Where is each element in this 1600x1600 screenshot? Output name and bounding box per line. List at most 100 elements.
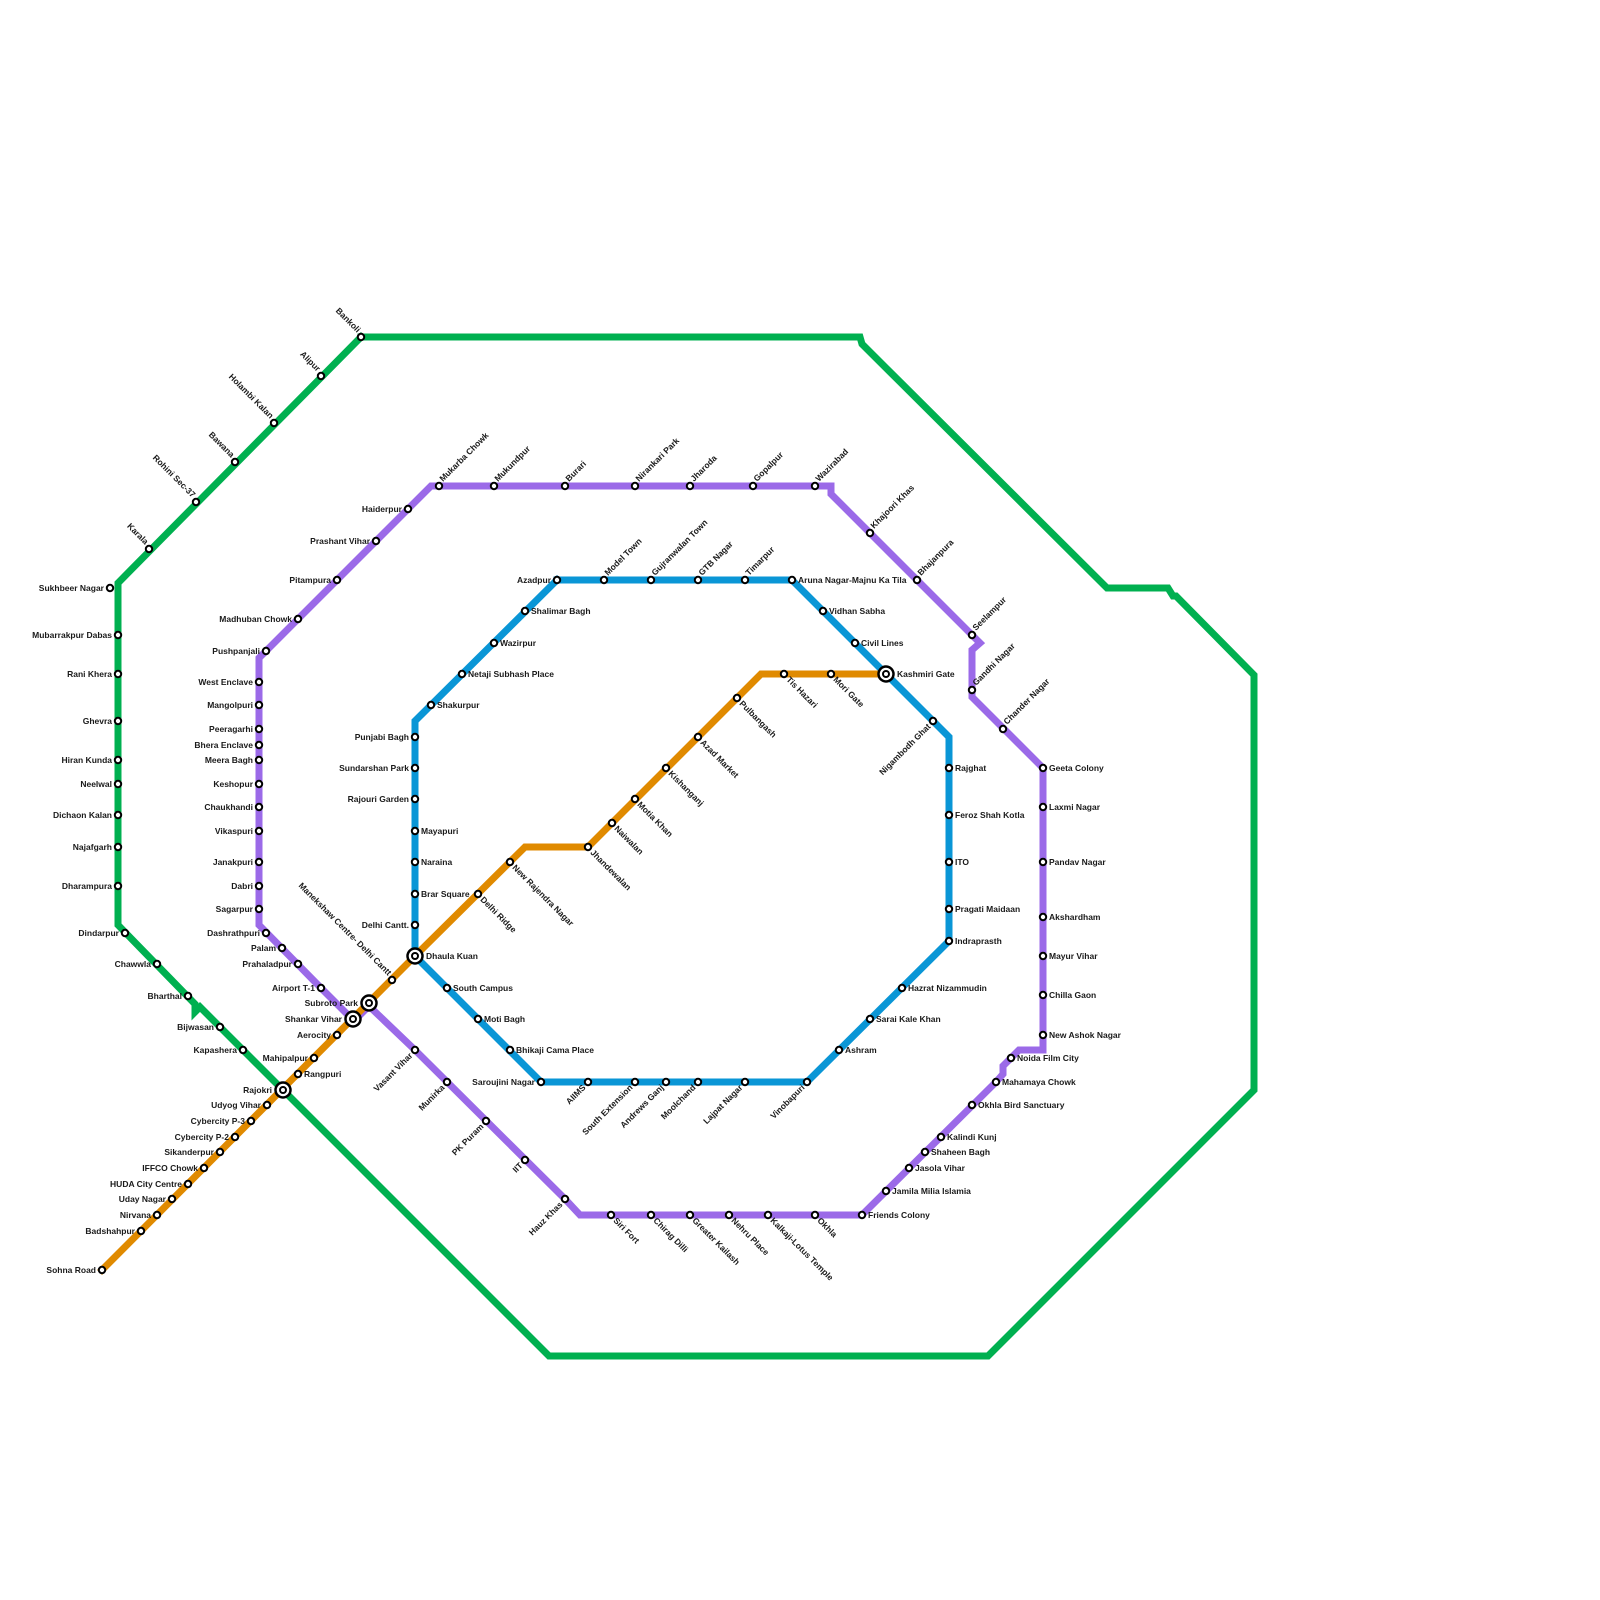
station-marker[interactable] [693,732,703,742]
station-marker[interactable] [897,983,907,993]
station-marker[interactable] [97,1265,107,1275]
station-gandhi-nagar[interactable] [967,685,977,695]
station-marker[interactable] [410,763,420,773]
station-motia-khan[interactable] [630,794,640,804]
station-mukundpur[interactable] [489,481,499,491]
station-marker[interactable] [410,732,420,742]
station-marker[interactable] [254,740,264,750]
station-marker[interactable] [944,810,954,820]
station-haiderpur[interactable] [403,504,413,514]
station-vasant-vihar[interactable] [410,1045,420,1055]
station-iit[interactable] [520,1155,530,1165]
station-chilla-gaon[interactable] [1038,990,1048,1000]
station-marker[interactable] [246,1116,256,1126]
station-karala[interactable] [144,544,154,554]
station-marker[interactable] [505,857,515,867]
station-bankoli[interactable] [356,332,366,342]
station-marker[interactable] [560,1194,570,1204]
station-marker[interactable] [740,575,750,585]
station-marker[interactable] [113,881,123,891]
station-gopalpur[interactable] [748,481,758,491]
station-delhi-ridge[interactable] [473,889,483,899]
station-marker[interactable] [763,1210,773,1220]
station-marker[interactable] [113,810,123,820]
station-marker[interactable] [356,332,366,342]
station-shaheen-bagh[interactable] [920,1147,930,1157]
station-sohna-road[interactable] [97,1265,107,1275]
station-mayapuri[interactable] [410,826,420,836]
station-sundarshan-park[interactable] [410,763,420,773]
station-dindarpur[interactable] [120,928,130,938]
station-marker[interactable] [810,1210,820,1220]
station-marker[interactable] [904,1163,914,1173]
station-azad-market[interactable] [693,732,703,742]
station-marker[interactable] [410,857,420,867]
station-marker[interactable] [936,1132,946,1142]
station-keshopur[interactable] [254,779,264,789]
station-khajoori-khas[interactable] [865,528,875,538]
station-mori-gate[interactable] [826,669,836,679]
station-huda-city-centre[interactable] [183,1179,193,1189]
station-airport-t-1[interactable] [316,983,326,993]
station-marker[interactable] [254,755,264,765]
station-marker[interactable] [473,1014,483,1024]
station-rohini-sec-37[interactable] [191,497,201,507]
station-marker[interactable] [865,1014,875,1024]
station-marker[interactable] [599,575,609,585]
station-marker[interactable] [630,481,640,491]
station-marker[interactable] [269,418,279,428]
station-marker[interactable] [646,575,656,585]
station-gtb-nagar[interactable] [693,575,703,585]
station-ghevra[interactable] [113,716,123,726]
station-marker[interactable] [254,700,264,710]
station-jharoda[interactable] [685,481,695,491]
station-sikanderpur[interactable] [215,1147,225,1157]
station-marker[interactable] [583,1077,593,1087]
station-marker[interactable] [434,481,444,491]
station-aerocity[interactable] [332,1030,342,1040]
station-naraina[interactable] [410,857,420,867]
station-rani-khera[interactable] [113,669,123,679]
station-dharampura[interactable] [113,881,123,891]
station-manekshaw-centre-delhi-cantt[interactable] [387,975,397,985]
interchange-kashmiri-gate[interactable] [877,665,895,683]
station-marker[interactable] [489,638,499,648]
station-najafgarh[interactable] [113,842,123,852]
station-sukhbeer-nagar[interactable] [105,583,115,593]
station-marker[interactable] [630,794,640,804]
station-marker[interactable] [944,936,954,946]
station-marker[interactable] [1038,763,1048,773]
station-bawana[interactable] [230,457,240,467]
station-marker[interactable] [1038,990,1048,1000]
station-hauz-khas[interactable] [560,1194,570,1204]
station-lajpat-nagar[interactable] [740,1077,750,1087]
station-vikaspuri[interactable] [254,826,264,836]
station-marker[interactable] [113,842,123,852]
interchange-rajokri[interactable] [274,1081,292,1099]
station-aruna-nagar-majnu-ka-tila[interactable] [787,575,797,585]
station-kalkaji-lotus-temple[interactable] [763,1210,773,1220]
station-marker[interactable] [144,544,154,554]
station-marker[interactable] [261,646,271,656]
station-pandav-nagar[interactable] [1038,857,1048,867]
station-ashram[interactable] [834,1045,844,1055]
station-model-town[interactable] [599,575,609,585]
station-bhikaji-cama-place[interactable] [505,1045,515,1055]
station-chaukhandi[interactable] [254,802,264,812]
station-pitampura[interactable] [332,575,342,585]
station-marker[interactable] [254,904,264,914]
station-nirankari-park[interactable] [630,481,640,491]
station-neelwal[interactable] [113,779,123,789]
station-gujranwalan-town[interactable] [646,575,656,585]
station-dashrathpuri[interactable] [261,928,271,938]
station-marker[interactable] [152,959,162,969]
station-marker[interactable] [1006,1053,1016,1063]
station-prashant-vihar[interactable] [371,536,381,546]
station-jamila-milia-islamia[interactable] [881,1186,891,1196]
station-marker[interactable] [410,920,420,930]
station-palam[interactable] [277,943,287,953]
station-marker[interactable] [685,481,695,491]
station-marker[interactable] [967,630,977,640]
station-marker[interactable] [1038,857,1048,867]
station-munirka[interactable] [442,1077,452,1087]
